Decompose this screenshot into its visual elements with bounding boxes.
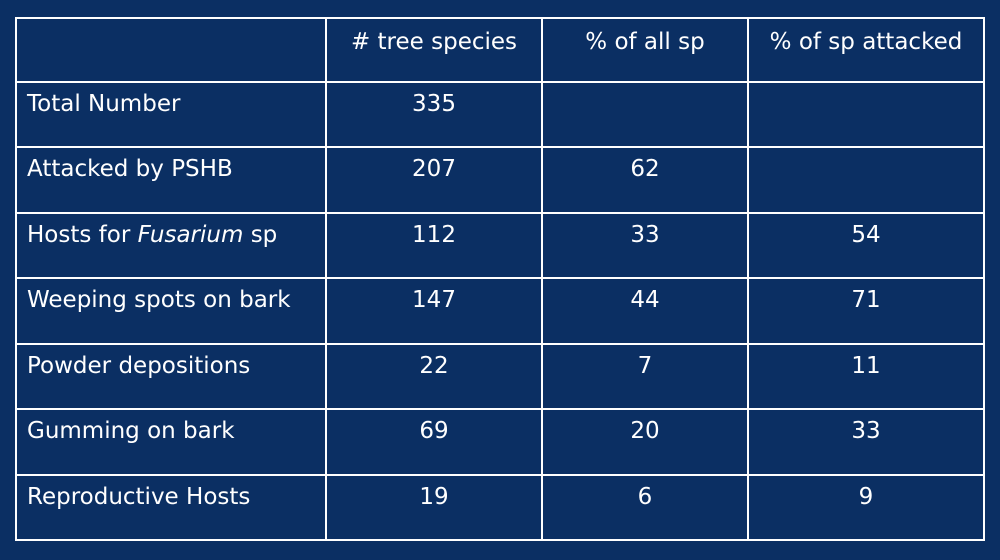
table-row: Hosts for Fusarium sp 112 33 54 [15,211,985,280]
cell-pct-all: 33 [541,211,749,280]
table-row: Powder depositions 22 7 11 [15,342,985,411]
header-tree-species: # tree species [325,17,543,83]
header-pct-all: % of all sp [541,17,749,83]
header-cell-empty [15,17,327,83]
row-label: Powder depositions [15,342,327,411]
row-label: Gumming on bark [15,408,327,476]
header-pct-attacked: % of sp attacked [747,17,985,83]
table-row: Reproductive Hosts 19 6 9 [15,473,985,542]
data-table: # tree species % of all sp % of sp attac… [15,17,985,542]
cell-pct-attacked [747,146,985,214]
cell-pct-all: 7 [541,342,749,411]
cell-pct-attacked: 33 [747,408,985,476]
table-row: Gumming on bark 69 20 33 [15,408,985,476]
cell-tree-species: 112 [325,211,543,280]
table-row: Weeping spots on bark 147 44 71 [15,277,985,345]
cell-tree-species: 335 [325,80,543,149]
cell-pct-attacked: 71 [747,277,985,345]
cell-tree-species: 19 [325,473,543,542]
cell-pct-all [541,80,749,149]
row-label-suffix: sp [243,221,278,248]
cell-pct-all: 44 [541,277,749,345]
row-label: Total Number [15,80,327,149]
row-label-italic: Fusarium [137,221,244,248]
cell-pct-all: 6 [541,473,749,542]
cell-pct-attacked: 11 [747,342,985,411]
cell-tree-species: 147 [325,277,543,345]
row-label-prefix: Hosts for [27,221,138,248]
cell-tree-species: 207 [325,146,543,214]
cell-pct-attacked: 54 [747,211,985,280]
row-label: Hosts for Fusarium sp [15,211,327,280]
cell-pct-all: 62 [541,146,749,214]
row-label: Attacked by PSHB [15,146,327,214]
table-row: Total Number 335 [15,80,985,149]
row-label: Weeping spots on bark [15,277,327,345]
cell-pct-all: 20 [541,408,749,476]
table-row: Attacked by PSHB 207 62 [15,146,985,214]
row-label: Reproductive Hosts [15,473,327,542]
cell-pct-attacked [747,80,985,149]
header-row: # tree species % of all sp % of sp attac… [15,17,985,83]
cell-tree-species: 69 [325,408,543,476]
cell-pct-attacked: 9 [747,473,985,542]
cell-tree-species: 22 [325,342,543,411]
